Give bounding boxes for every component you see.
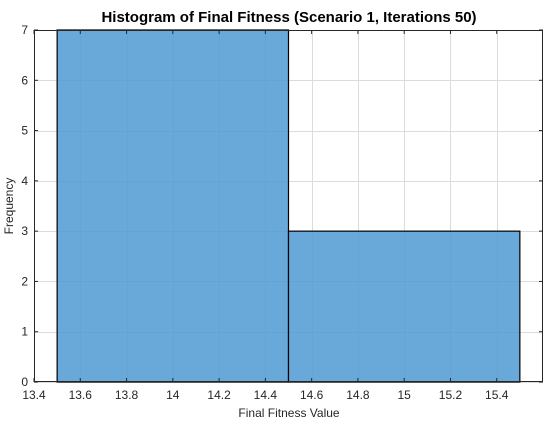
y-tick-label: 4	[21, 174, 28, 188]
x-tick-label: 13.6	[69, 388, 93, 402]
x-tick-label: 13.8	[115, 388, 139, 402]
x-tick-label: 14	[166, 388, 180, 402]
plot-area: 13.4 13.6 13.8 14 14.2 14.4 14.6 14.8 15 15.2 15.4…	[21, 23, 543, 402]
y-tick-label: 3	[21, 224, 28, 238]
y-axis-ticks: 0 1 2 3 4 5 6 7	[21, 23, 543, 389]
y-tick-label: 5	[21, 124, 28, 138]
y-tick-label: 0	[21, 375, 28, 389]
y-tick-label: 2	[21, 274, 28, 288]
x-axis-label: Final Fitness Value	[238, 406, 339, 420]
y-axis-label: Frequency	[2, 178, 16, 235]
y-tick-label: 7	[21, 23, 28, 37]
x-tick-label: 13.4	[22, 388, 46, 402]
x-tick-label: 14.8	[346, 388, 370, 402]
plot-border	[34, 30, 543, 382]
x-axis-ticks: 13.4 13.6 13.8 14 14.2 14.4 14.6 14.8 15 15.2 15.4	[22, 30, 509, 402]
x-tick-label: 15.2	[439, 388, 463, 402]
x-tick-label: 14.4	[254, 388, 278, 402]
histogram-bar-2	[287, 230, 521, 383]
x-tick-label: 14.2	[207, 388, 231, 402]
histogram-bars	[56, 29, 521, 383]
x-tick-label: 14.6	[300, 388, 324, 402]
y-tick-label: 1	[21, 325, 28, 339]
x-tick-label: 15.4	[485, 388, 509, 402]
histogram-bar-1	[56, 29, 290, 383]
y-tick-label: 6	[21, 73, 28, 87]
x-tick-label: 15	[398, 388, 412, 402]
chart-title: Histogram of Final Fitness (Scenario 1, …	[101, 9, 476, 26]
